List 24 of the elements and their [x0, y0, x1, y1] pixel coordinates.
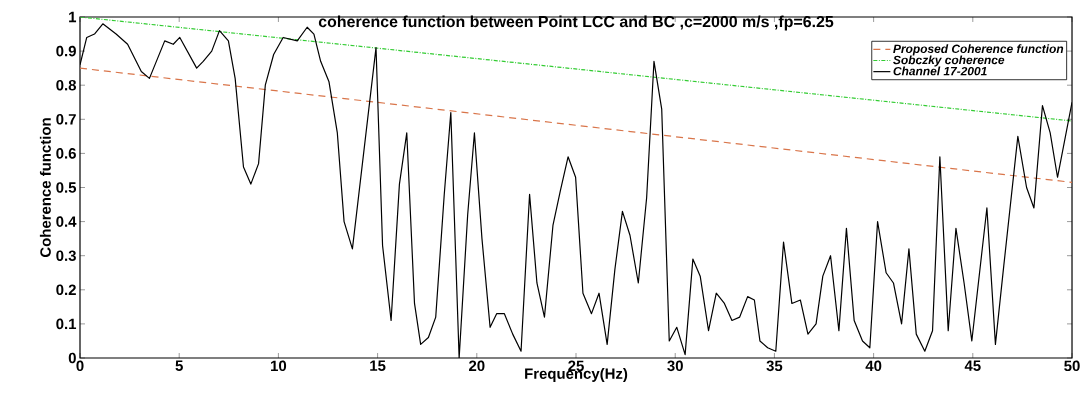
y-tick-label: 0.4	[56, 216, 77, 227]
y-tick-label: 0.1	[56, 318, 77, 330]
chart-title: coherence function between Point LCC and BC ,c=2000 m/s ,fp=6.25	[318, 15, 834, 31]
y-tick-label: 1	[69, 11, 77, 23]
y-tick-label: 0.6	[56, 148, 76, 159]
y-tick-label: 0.5	[56, 182, 77, 193]
x-tick-label: 40	[865, 360, 882, 372]
x-tick-label: 30	[667, 360, 683, 372]
legend-label: Channel 17-2001	[893, 66, 987, 76]
y-tick-label: 0.2	[56, 284, 76, 296]
x-tick-label: 20	[469, 360, 485, 372]
y-tick-label: 0.8	[56, 79, 77, 91]
y-tick-label: 0.9	[56, 45, 76, 57]
x-tick-label: 45	[964, 360, 981, 371]
x-tick-label: 35	[766, 360, 783, 372]
y-tick-label: 0.3	[56, 250, 76, 261]
y-tick-label: 0.7	[56, 114, 76, 125]
legend-label: Proposed Coherence function	[893, 44, 1064, 56]
x-tick-label: 10	[271, 360, 287, 372]
x-tick-label: 50	[1064, 360, 1080, 372]
x-tick-label: 5	[175, 360, 183, 371]
x-tick-label: 15	[370, 360, 386, 371]
y-axis-title: Coherence function	[39, 118, 51, 258]
legend-label: Sobczky coherence	[893, 55, 1005, 67]
